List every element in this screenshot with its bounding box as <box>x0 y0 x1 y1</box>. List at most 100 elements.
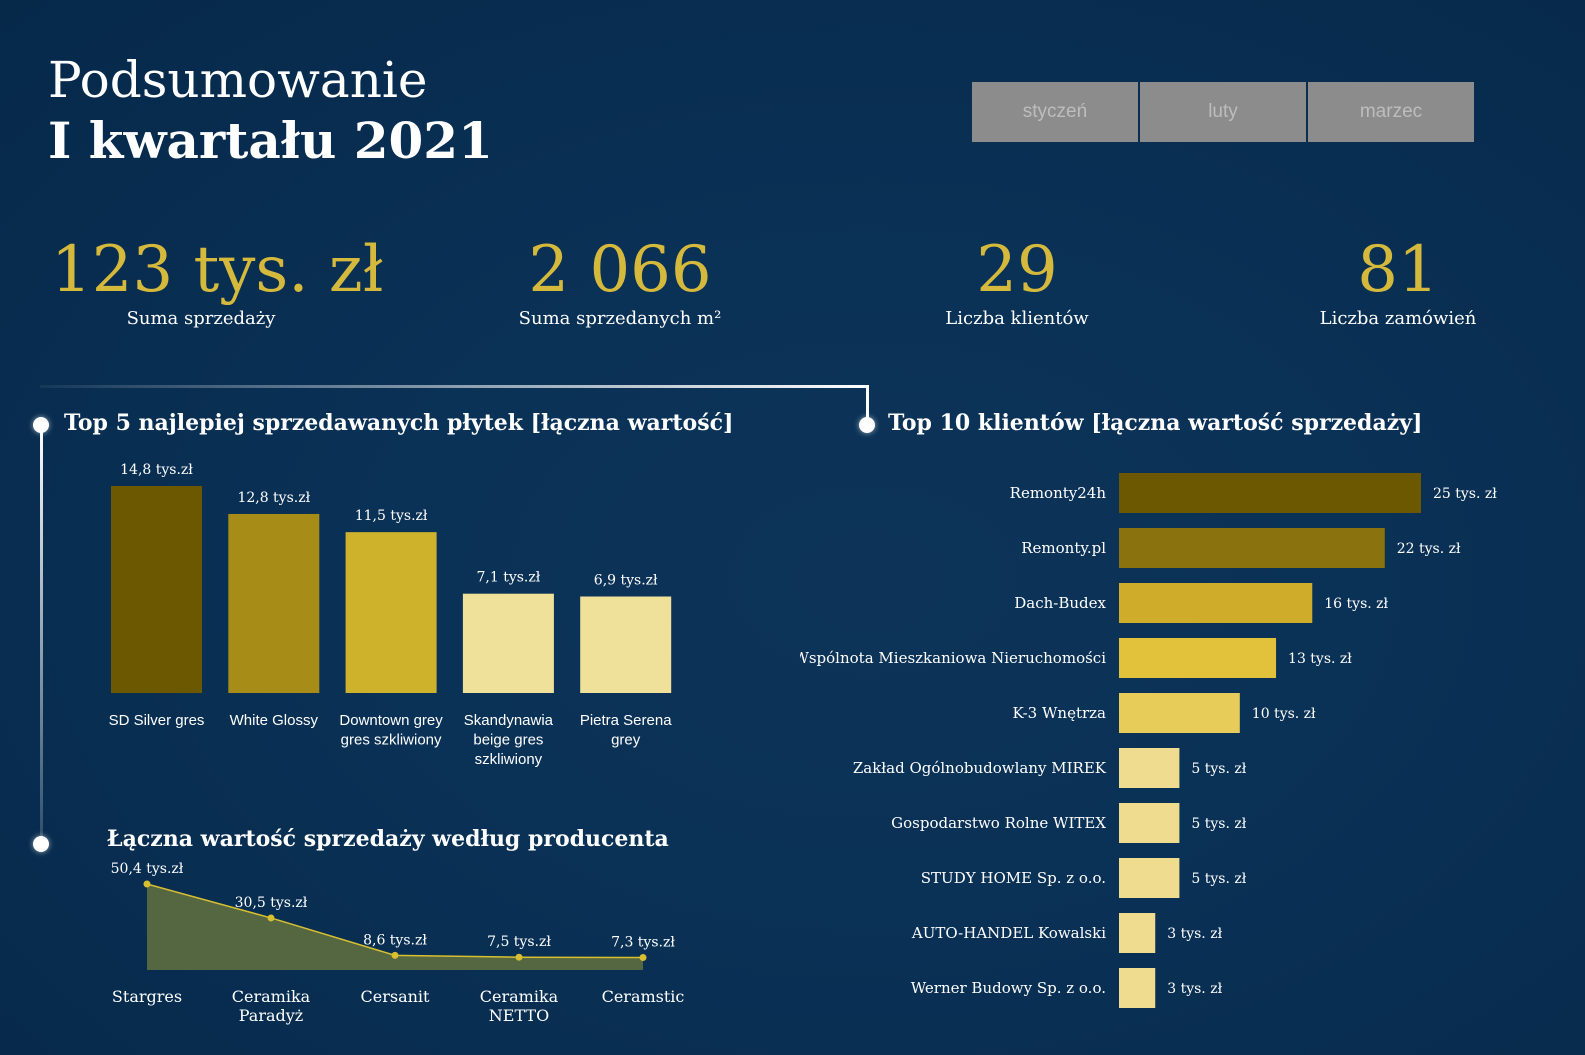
month-button-february[interactable]: luty <box>1140 82 1306 142</box>
timeline-dot <box>33 836 49 852</box>
category-label-line: szkliwiony <box>475 751 543 768</box>
kpi-value: 81 <box>1357 233 1439 307</box>
category-label: AUTO-HANDEL Kowalski <box>911 924 1106 942</box>
kpi-label: Liczba zamówień <box>1319 308 1477 329</box>
category-label-line: SD Silver gres <box>109 712 205 729</box>
bar-value-label: 6,9 tys.zł <box>594 572 658 588</box>
category-label-line: grey <box>611 732 641 749</box>
category-label: Gospodarstwo Rolne WITEX <box>891 814 1106 832</box>
timeline-dot <box>859 417 875 433</box>
bar <box>228 513 320 693</box>
top-clients-chart: Remonty24h 25 tys. zł Remonty.pl 22 tys. zł… <box>800 473 1497 1008</box>
bar <box>1119 968 1156 1008</box>
bar-value-label: 10 tys. zł <box>1252 706 1316 722</box>
kpi-label: Suma sprzedaży <box>126 308 276 329</box>
category-label: Dach-Budex <box>1014 594 1106 612</box>
month-button-march[interactable]: marzec <box>1308 82 1474 142</box>
category-label-line: beige gres <box>473 732 543 749</box>
category-label: Stargres <box>112 987 182 1006</box>
point-value-label: 7,3 tys.zł <box>611 935 675 951</box>
point-value-label: 50,4 tys.zł <box>111 861 184 877</box>
category-label: Skandynawia beige gres szkliwiony <box>464 712 554 768</box>
kpi-value: 2 066 <box>528 233 712 307</box>
bar-value-label: 3 tys. zł <box>1167 926 1222 942</box>
connector-line-right <box>866 385 869 425</box>
bar-value-label: 5 tys. zł <box>1191 761 1246 777</box>
bar-value-label: 13 tys. zł <box>1288 651 1352 667</box>
area-fill <box>147 884 643 970</box>
bar <box>1119 803 1180 843</box>
category-label-line: Stargres <box>112 987 182 1006</box>
month-slicer: styczeń luty marzec <box>972 82 1474 142</box>
category-label: Wspólnota Mieszkaniowa Nieruchomości <box>800 649 1106 667</box>
bar <box>1119 748 1180 788</box>
bar <box>1119 473 1421 513</box>
bar-value-label: 22 tys. zł <box>1397 541 1461 557</box>
timeline-dot <box>33 417 49 433</box>
category-label: Werner Budowy Sp. z o.o. <box>911 979 1106 997</box>
category-label-line: Skandynawia <box>464 712 554 729</box>
category-label-line: Pietra Serena <box>580 712 672 729</box>
kpi-label: Suma sprzedanych m² <box>518 308 722 329</box>
category-label: White Glossy <box>230 712 319 729</box>
bar <box>1119 913 1156 953</box>
bar-value-label: 11,5 tys.zł <box>355 508 428 524</box>
category-label-line: Paradyż <box>239 1006 303 1025</box>
category-label: Pietra Serena grey <box>580 712 672 749</box>
bar-value-label: 5 tys. zł <box>1191 816 1246 832</box>
bar <box>1119 858 1180 898</box>
kpi-total-sales: 123 tys. zł Suma sprzedaży <box>51 232 384 330</box>
producer-chart-title: Łączna wartość sprzedaży według producen… <box>107 826 669 852</box>
point-value-label: 30,5 tys.zł <box>235 895 308 911</box>
bar <box>111 486 202 693</box>
category-label: Downtown grey gres szkliwiony <box>339 712 443 749</box>
bar-value-label: 7,1 tys.zł <box>476 570 540 586</box>
point-value-label: 8,6 tys.zł <box>363 932 427 948</box>
data-point <box>267 914 275 922</box>
category-label-line: Cersanit <box>361 987 431 1006</box>
top-tiles-title: Top 5 najlepiej sprzedawanych płytek [łą… <box>64 410 734 436</box>
category-label-line: gres szkliwiony <box>341 732 442 749</box>
bar-value-label: 25 tys. zł <box>1433 486 1497 502</box>
category-label: SD Silver gres <box>109 712 205 729</box>
category-label: Ceramstic <box>602 987 685 1006</box>
category-label: Cersanit <box>361 987 431 1006</box>
bar <box>580 596 672 693</box>
bar-value-label: 16 tys. zł <box>1324 596 1388 612</box>
kpi-label: Liczba klientów <box>945 308 1089 329</box>
bar-value-label: 5 tys. zł <box>1191 871 1246 887</box>
kpi-client-count: 29 Liczba klientów <box>867 232 1167 330</box>
kpi-value: 123 tys. zł <box>51 233 384 307</box>
category-label-line: Ceramstic <box>602 987 685 1006</box>
month-button-january[interactable]: styczeń <box>972 82 1138 142</box>
bar <box>462 593 554 693</box>
category-label: Remonty24h <box>1010 484 1107 502</box>
point-value-label: 7,5 tys.zł <box>487 934 551 950</box>
kpi-value: 29 <box>976 233 1058 307</box>
category-label: STUDY HOME Sp. z o.o. <box>921 869 1106 887</box>
data-point <box>639 954 647 962</box>
category-label-line: White Glossy <box>230 712 319 729</box>
category-label-line: Downtown grey <box>339 712 443 729</box>
data-point <box>515 953 523 961</box>
bar <box>1119 638 1277 678</box>
bar-value-label: 3 tys. zł <box>1167 981 1222 997</box>
page-title-line2: I kwartału 2021 <box>48 111 493 170</box>
bar <box>1119 528 1385 568</box>
category-label: Remonty.pl <box>1021 539 1106 557</box>
bar <box>1119 693 1240 733</box>
bar-value-label: 12,8 tys.zł <box>237 490 310 506</box>
category-label: K-3 Wnętrza <box>1013 704 1107 722</box>
category-label-line: NETTO <box>489 1006 549 1025</box>
connector-line-left <box>40 425 43 845</box>
kpi-total-m2: 2 066 Suma sprzedanych m² <box>470 232 770 330</box>
data-point <box>143 880 151 888</box>
category-label-line: Ceramika <box>480 987 559 1006</box>
bar <box>1119 583 1313 623</box>
category-label: Zakład Ogólnobudowlany MIREK <box>853 759 1107 777</box>
top-clients-title: Top 10 klientów [łączna wartość sprzedaż… <box>888 410 1423 436</box>
bar <box>345 532 437 693</box>
category-label-line: Ceramika <box>232 987 311 1006</box>
category-label: Ceramika NETTO <box>480 987 559 1025</box>
